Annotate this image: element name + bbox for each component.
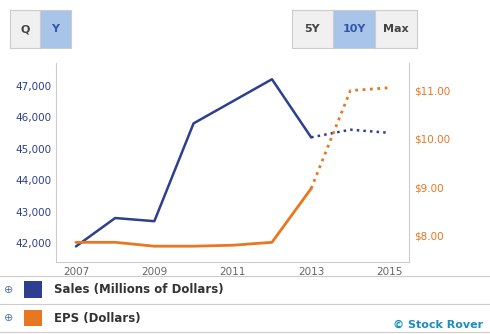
Text: 5Y: 5Y <box>305 24 320 34</box>
Text: EPS (Dollars): EPS (Dollars) <box>54 312 141 325</box>
Text: Y: Y <box>51 24 59 34</box>
Text: Max: Max <box>383 24 409 34</box>
Text: 10Y: 10Y <box>343 24 366 34</box>
Text: © Stock Rover: © Stock Rover <box>392 320 483 330</box>
Text: Sales (Millions of Dollars): Sales (Millions of Dollars) <box>54 283 223 296</box>
Text: ⊕: ⊕ <box>4 285 14 295</box>
Text: ⊕: ⊕ <box>4 313 14 323</box>
Text: Q: Q <box>20 24 30 34</box>
